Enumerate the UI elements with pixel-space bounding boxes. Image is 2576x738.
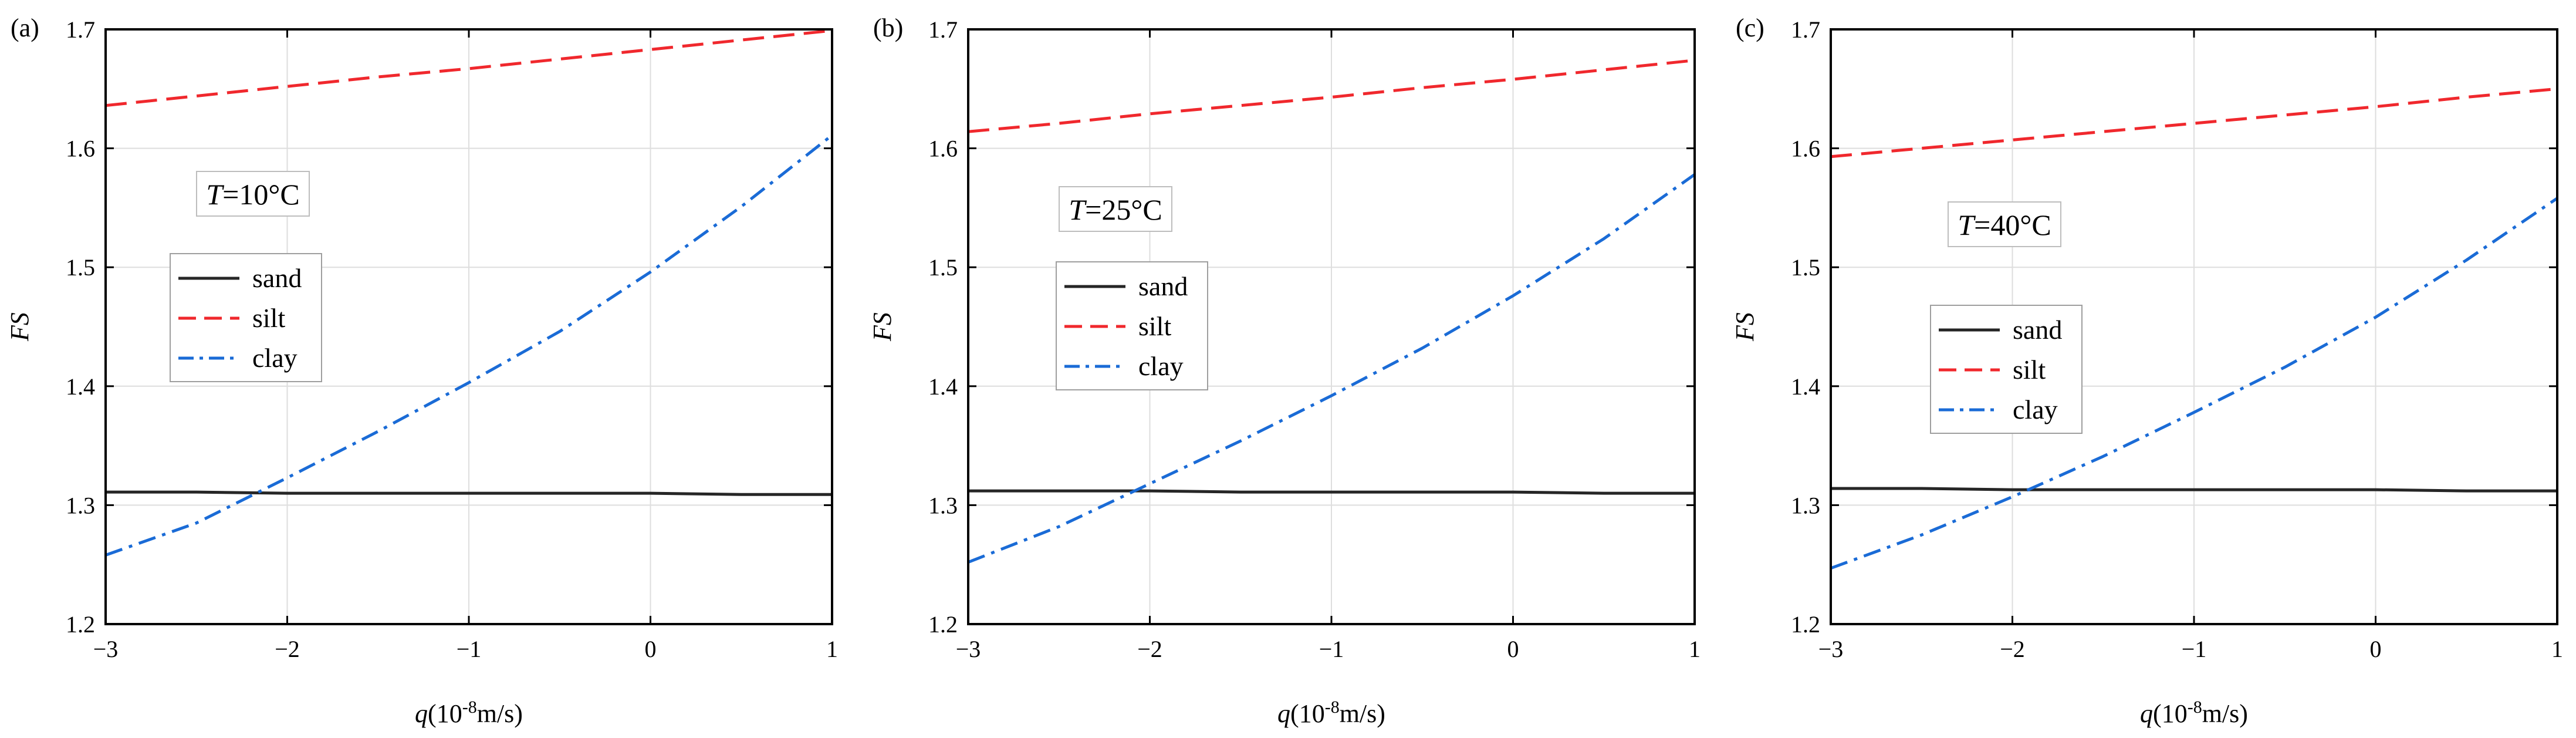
series-line-clay	[968, 173, 1696, 564]
y-tick-label: 1.5	[66, 254, 95, 281]
y-tick-label: 1.3	[66, 492, 95, 518]
x-tick-label: −1	[457, 636, 482, 662]
x-tick-label: 1	[1689, 636, 1701, 662]
y-tick-label: 1.2	[928, 611, 958, 638]
legend-label-sand: sand	[1138, 271, 1188, 301]
x-axis-title: q(10-8m/s)	[1277, 697, 1385, 728]
panel-label: (a)	[11, 14, 39, 42]
x-tick-label: 0	[1507, 636, 1519, 662]
y-tick-label: 1.3	[928, 492, 958, 518]
legend: sand silt clay	[170, 253, 322, 382]
y-tick-label: 1.6	[66, 136, 95, 162]
y-axis-title: FS	[1730, 312, 1759, 342]
x-tick-label: 0	[2370, 636, 2382, 662]
series-line-sand	[106, 490, 832, 496]
x-tick-label: −2	[1137, 636, 1162, 662]
legend-label-clay: clay	[1138, 351, 1184, 381]
legend-label-sand: sand	[252, 263, 302, 293]
x-tick-label: −2	[2000, 636, 2025, 662]
x-tick-label: −3	[1818, 636, 1844, 662]
chart-panel-b: −3 −2 −1 0 1 1.2 1.3 1.4 1.5 1.6 1.7 (b) FS q(10-8m/s…	[868, 14, 1701, 728]
legend-label-silt: silt	[252, 303, 285, 333]
y-tick-label: 1.2	[1791, 611, 1820, 638]
series-line-sand	[1831, 487, 2557, 493]
x-tick-label: −3	[956, 636, 981, 662]
y-tick-label: 1.3	[1791, 492, 1820, 518]
y-tick-label: 1.5	[928, 254, 958, 281]
y-tick-label: 1.6	[1791, 136, 1820, 162]
temperature-label: T=40°C	[1958, 208, 2051, 241]
y-tick-label: 1.6	[928, 136, 958, 162]
x-tick-label: −1	[1319, 636, 1344, 662]
x-axis-title: q(10-8m/s)	[415, 697, 523, 728]
panel-label: (c)	[1736, 14, 1764, 42]
y-tick-label: 1.4	[928, 373, 958, 400]
legend-label-clay: clay	[2013, 395, 2058, 424]
temperature-box	[196, 171, 310, 217]
series-line-clay	[1830, 197, 2558, 570]
series-line-clay	[105, 134, 833, 557]
legend-label-clay: clay	[252, 343, 298, 373]
temperature-box	[1059, 186, 1172, 232]
y-tick-label: 1.5	[1791, 254, 1820, 281]
panel-label: (b)	[873, 14, 903, 42]
y-tick-label: 1.4	[1791, 373, 1820, 400]
x-tick-label: 1	[826, 636, 838, 662]
chart-panel-a: −3 −2 −1 0 1 1.2 1.3 1.4 1.5 1.6 1.7 (a) FS q(10-8m/s…	[5, 14, 838, 728]
x-tick-label: −2	[275, 636, 300, 662]
legend-label-silt: silt	[2013, 355, 2046, 385]
x-axis-title: q(10-8m/s)	[2140, 697, 2248, 728]
chart-panel-c: −3 −2 −1 0 1 1.2 1.3 1.4 1.5 1.6 1.7 (c) FS q(10-8m/s…	[1730, 14, 2563, 728]
y-tick-label: 1.2	[66, 611, 95, 638]
legend: sand silt clay	[1930, 305, 2083, 434]
y-axis-title: FS	[5, 312, 34, 342]
temperature-label: T=25°C	[1069, 193, 1162, 226]
y-tick-label: 1.7	[66, 16, 95, 43]
temperature-box	[1948, 201, 2061, 247]
x-tick-label: 1	[2551, 636, 2563, 662]
y-axis-title: FS	[868, 312, 897, 342]
y-tick-label: 1.7	[1791, 16, 1820, 43]
temperature-label: T=10°C	[206, 178, 299, 211]
y-tick-label: 1.7	[928, 16, 958, 43]
x-tick-label: −3	[93, 636, 119, 662]
x-tick-label: 0	[645, 636, 657, 662]
y-tick-label: 1.4	[66, 373, 95, 400]
legend-label-silt: silt	[1138, 311, 1171, 341]
legend-label-sand: sand	[2013, 315, 2062, 345]
x-tick-label: −1	[2182, 636, 2207, 662]
series-line-sand	[968, 489, 1695, 495]
legend: sand silt clay	[1056, 261, 1208, 390]
